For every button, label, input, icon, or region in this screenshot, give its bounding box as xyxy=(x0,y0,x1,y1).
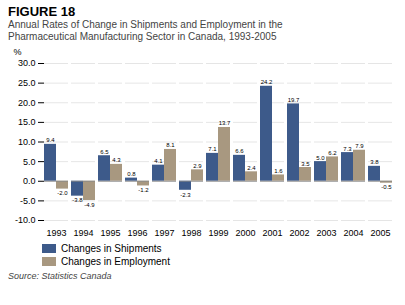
html-text:FIGURE 18: FIGURE 18 xyxy=(8,4,76,19)
svg-text:1999: 1999 xyxy=(208,228,228,238)
svg-text:1995: 1995 xyxy=(100,228,120,238)
svg-text:2003: 2003 xyxy=(316,228,336,238)
svg-text:-10.0: -10.0 xyxy=(15,215,36,225)
svg-text:30.0: 30.0 xyxy=(18,58,36,68)
svg-text:19.7: 19.7 xyxy=(288,97,300,103)
svg-text:-2.3: -2.3 xyxy=(180,192,191,198)
svg-text:7.1: 7.1 xyxy=(208,146,217,152)
svg-text:4.3: 4.3 xyxy=(112,157,121,163)
svg-text:6.6: 6.6 xyxy=(235,148,244,154)
html-text:Changes in Employment: Changes in Employment xyxy=(61,256,170,267)
svg-text:1996: 1996 xyxy=(127,228,147,238)
svg-text:8.1: 8.1 xyxy=(166,142,175,148)
svg-text:6.2: 6.2 xyxy=(328,150,337,156)
svg-text:20.0: 20.0 xyxy=(18,98,36,108)
svg-text:-5.0: -5.0 xyxy=(20,196,36,206)
svg-text:%: % xyxy=(14,47,22,57)
svg-text:7.3: 7.3 xyxy=(343,146,352,152)
svg-text:13.7: 13.7 xyxy=(219,120,231,126)
html-text:Changes in Shipments: Changes in Shipments xyxy=(61,243,162,254)
svg-text:-1.2: -1.2 xyxy=(138,187,149,193)
svg-text:3.8: 3.8 xyxy=(370,159,379,165)
svg-text:10.0: 10.0 xyxy=(18,137,36,147)
svg-text:-2.0: -2.0 xyxy=(57,190,68,196)
svg-text:1993: 1993 xyxy=(46,228,66,238)
svg-text:3.5: 3.5 xyxy=(301,161,310,167)
svg-text:7.9: 7.9 xyxy=(355,143,364,149)
svg-text:4.1: 4.1 xyxy=(154,158,163,164)
svg-text:2001: 2001 xyxy=(262,228,282,238)
svg-text:25.0: 25.0 xyxy=(18,78,36,88)
svg-text:9.4: 9.4 xyxy=(46,137,55,143)
html-text:Annual Rates of Change in Ship: Annual Rates of Change in Shipments and … xyxy=(8,19,283,42)
svg-text:1997: 1997 xyxy=(154,228,174,238)
svg-text:2.9: 2.9 xyxy=(193,163,202,169)
svg-text:1994: 1994 xyxy=(73,228,93,238)
svg-text:15.0: 15.0 xyxy=(18,117,36,127)
svg-text:2004: 2004 xyxy=(343,228,363,238)
svg-text:-0.5: -0.5 xyxy=(381,184,392,190)
svg-text:0.8: 0.8 xyxy=(127,171,136,177)
svg-text:2002: 2002 xyxy=(289,228,309,238)
svg-text:0.0: 0.0 xyxy=(23,176,36,186)
svg-text:2.4: 2.4 xyxy=(247,165,256,171)
svg-text:2005: 2005 xyxy=(370,228,390,238)
svg-text:-4.9: -4.9 xyxy=(84,202,95,208)
svg-text:6.5: 6.5 xyxy=(100,149,109,155)
html-text:Source: Statistics Canada: Source: Statistics Canada xyxy=(8,271,112,281)
svg-text:1998: 1998 xyxy=(181,228,201,238)
svg-text:-3.8: -3.8 xyxy=(72,197,83,203)
svg-text:5.0: 5.0 xyxy=(23,157,36,167)
svg-text:24.2: 24.2 xyxy=(261,79,273,85)
svg-text:5.0: 5.0 xyxy=(316,155,325,161)
svg-text:2000: 2000 xyxy=(235,228,255,238)
svg-text:1.6: 1.6 xyxy=(274,168,283,174)
